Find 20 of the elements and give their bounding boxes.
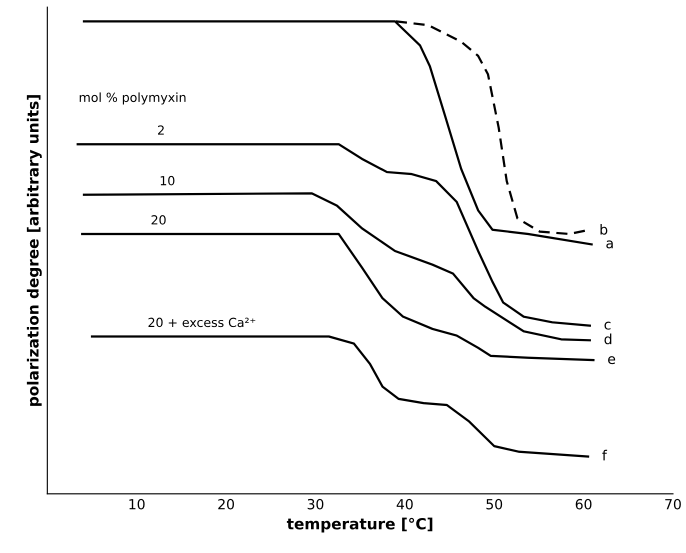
x-tick-label: 70 [665, 498, 681, 510]
annotation: 20 [152, 215, 166, 225]
annotation: 20 + excess Ca²⁺ [148, 318, 256, 328]
x-tick-label: 60 [576, 498, 592, 510]
annotation: 2 [158, 125, 164, 135]
series-label: c [604, 322, 611, 330]
x-tick-label: 40 [396, 498, 413, 510]
series-label: b [600, 224, 608, 235]
y-axis-title: polarization degree [arbitrary units] [26, 95, 42, 406]
x-tick-label: 50 [486, 498, 502, 510]
x-tick-label: 20 [218, 498, 234, 510]
annotation: mol % polymyxin [80, 92, 186, 105]
series-label: f [602, 450, 608, 460]
annotation: 10 [160, 176, 174, 186]
x-tick-label: 10 [129, 498, 145, 510]
series-label: e [608, 356, 616, 364]
series-label: d [604, 334, 612, 344]
series-label: a [606, 240, 613, 248]
x-tick-label: 30 [308, 498, 324, 510]
x-axis-title: temperature [°C] [286, 518, 432, 532]
